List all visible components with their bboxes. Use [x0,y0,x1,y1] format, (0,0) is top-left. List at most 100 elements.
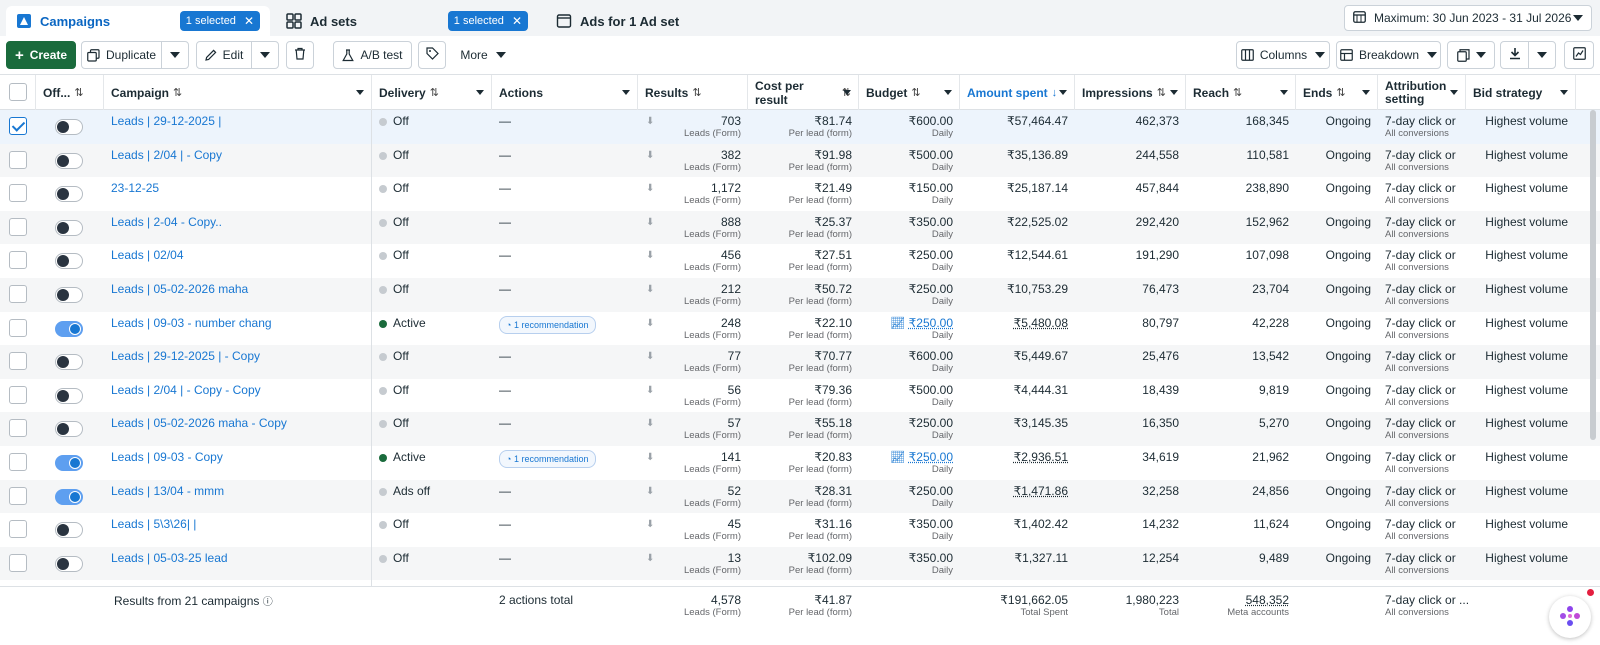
row-toggle-cell[interactable] [36,244,104,278]
sort-icon[interactable]: ⇅ [1233,87,1243,99]
budget-value[interactable]: ₹250.00 [908,315,953,330]
budget-cell[interactable]: ₹250.00 Daily [859,278,960,312]
sort-icon[interactable]: ⇅ [692,87,702,99]
campaign-name-cell[interactable]: Leads | 5\3\26| | [104,513,372,547]
row-toggle-cell[interactable] [36,144,104,178]
campaign-name-link[interactable]: Leads | 29-12-2025 | [111,114,222,128]
row-toggle-cell[interactable] [36,278,104,312]
campaign-toggle[interactable] [55,421,83,438]
campaign-toggle[interactable] [55,488,83,505]
breakdown-button[interactable]: Breakdown [1336,41,1441,69]
row-checkbox[interactable] [9,217,27,236]
row-checkbox[interactable] [9,553,27,572]
row-toggle-cell[interactable] [36,211,104,245]
table-row[interactable]: 23-12-25 Off — ⬇ 1,172 Leads (Form) ₹21.49 Per … [0,177,1600,211]
budget-cell[interactable]: ₹350.00 Daily [859,547,960,581]
row-toggle-cell[interactable] [36,110,104,144]
campaign-name-link[interactable]: Leads | 05-03-25 lead [111,550,228,565]
budget-cell[interactable]: ₹600.00 Daily [859,110,960,144]
budget-cell[interactable]: ₹350.00 Daily [859,513,960,547]
download-icon[interactable]: ⬇ [646,418,655,430]
row-toggle-cell[interactable] [36,412,104,446]
campaign-name-link[interactable]: Leads | 2/04 | - Copy - Copy [111,382,261,397]
download-icon[interactable]: ⬇ [646,183,655,195]
campaign-toggle[interactable] [55,152,83,169]
table-row[interactable]: Leads | 29-12-2025 | - Copy Off — ⬇ 77 Leads … [0,345,1600,379]
header-results[interactable]: Results ⇅ [638,75,748,110]
row-checkbox[interactable] [9,419,27,438]
edit-button[interactable]: Edit [196,41,252,69]
row-select-cell[interactable] [0,144,36,178]
row-checkbox[interactable] [9,318,27,337]
row-checkbox[interactable] [9,385,27,404]
budget-cell[interactable]: ₹350.00 Daily [859,211,960,245]
table-row[interactable]: Leads | 05-03-25 lead Off — ⬇ 13 Leads (Form)… [0,546,1600,581]
campaign-name-link[interactable]: Leads | 09-03 - number chang [111,315,272,330]
campaign-toggle[interactable] [55,320,83,337]
download-icon[interactable]: ⬇ [646,384,655,396]
duplicate-button[interactable]: Duplicate [81,41,162,69]
tab-ad-sets[interactable]: Ad sets 1 selected ✕ [276,6,538,36]
campaign-name-cell[interactable]: Leads | 09-03 - number chang [104,312,372,346]
budget-value[interactable]: ₹250.00 [908,483,953,498]
campaign-name-cell[interactable]: Leads | 2-04 - Copy.. [104,211,372,245]
row-toggle-cell[interactable] [36,312,104,346]
header-cost-per-result[interactable]: Cost per result ⇅ [748,75,859,110]
header-amount-spent[interactable]: Amount spent ↓ [960,75,1075,110]
edit-dropdown-button[interactable] [251,41,279,69]
budget-cell[interactable]: ₹250.00 Daily [859,244,960,278]
campaign-toggle[interactable] [55,455,83,471]
download-icon[interactable]: ⬇ [646,216,655,228]
campaign-name-cell[interactable]: 23-12-25 [104,177,372,211]
campaigns-selected-pill[interactable]: 1 selected ✕ [179,11,260,31]
table-row[interactable]: Leads | 13/04 - mmm Ads off — ⬇ 52 Leads (For… [0,479,1600,514]
budget-cell[interactable]: ₹600.00 Daily [859,345,960,379]
chevron-down-icon[interactable] [622,90,630,95]
download-icon[interactable]: ⬇ [646,519,655,531]
budget-cell[interactable]: 📈︎ ₹250.00 Daily [859,446,960,480]
reports-button[interactable] [1447,41,1495,69]
row-select-cell[interactable] [0,312,36,346]
chevron-down-icon[interactable] [1450,90,1458,95]
sort-icon[interactable]: ⇅ [74,87,84,99]
sort-icon[interactable]: ⇅ [173,87,183,99]
campaign-name-cell[interactable]: Leads | 13/04 - mmm [104,480,372,514]
download-icon[interactable]: ⬇ [646,485,655,497]
budget-value[interactable]: ₹350.00 [908,214,953,229]
tab-campaigns[interactable]: Campaigns 1 selected ✕ [6,6,270,36]
campaign-name-cell[interactable]: Leads | 2/04 | - Copy [104,144,372,178]
campaign-name-link[interactable]: Leads | 5\3\26| | [111,517,197,532]
row-checkbox[interactable] [9,453,27,471]
header-actions[interactable]: Actions [492,75,638,110]
row-select-cell[interactable] [0,412,36,446]
delete-button[interactable] [286,41,314,69]
campaign-name-link[interactable]: Leads | 02/04 [111,248,184,263]
chevron-down-icon[interactable] [356,90,364,95]
chevron-down-icon[interactable] [1280,90,1288,95]
clear-selection-icon[interactable]: ✕ [511,14,522,28]
adsets-selected-pill[interactable]: 1 selected ✕ [447,11,528,31]
download-icon[interactable]: ⬇ [646,452,655,463]
chevron-down-icon[interactable] [1170,90,1178,95]
header-bid-strategy[interactable]: Bid strategy [1466,75,1576,110]
row-select-cell[interactable] [0,177,36,211]
campaign-name-cell[interactable]: Leads | 29-12-2025 | [104,110,372,144]
ai-assistant-button[interactable] [1549,596,1591,638]
row-toggle-cell[interactable] [36,547,104,581]
campaign-name-cell[interactable]: Leads | 02/04 [104,244,372,278]
campaign-name-cell[interactable]: Leads | 05-02-2026 maha - Copy [104,412,372,446]
tab-ads[interactable]: Ads for 1 Ad set [546,6,812,36]
download-icon[interactable]: ⬇ [646,284,655,295]
row-checkbox[interactable] [9,352,27,371]
campaign-name-link[interactable]: Leads | 2-04 - Copy.. [111,214,222,229]
campaign-name-link[interactable]: Leads | 05-02-2026 maha [111,282,249,296]
sort-icon[interactable]: ⇅ [429,87,439,99]
budget-cell[interactable]: 📈︎ ₹250.00 Daily [859,312,960,346]
campaign-toggle[interactable] [55,555,83,572]
campaign-toggle[interactable] [55,119,83,135]
header-reach[interactable]: Reach ⇅ [1186,75,1296,110]
sort-icon[interactable]: ⇅ [1156,87,1166,99]
table-row[interactable]: Leads | 05-02-2026 maha Off — ⬇ 212 Leads (Fo… [0,278,1600,312]
budget-value[interactable]: ₹350.00 [908,550,953,565]
